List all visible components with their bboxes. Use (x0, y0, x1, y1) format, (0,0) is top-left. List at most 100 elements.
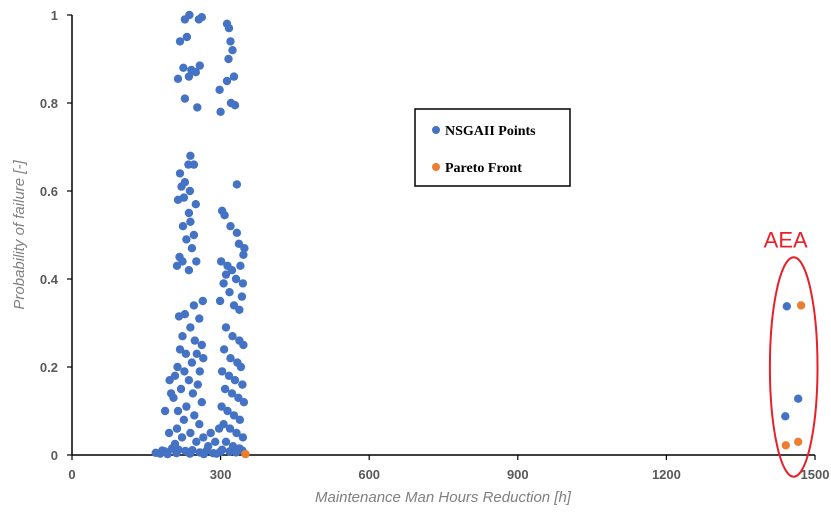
nsgaii-point (188, 389, 198, 398)
nsgaii-point (215, 296, 225, 306)
series-layer (151, 10, 806, 459)
y-tick-label: 0.6 (40, 184, 58, 199)
nsgaii-point (195, 420, 204, 429)
nsgaii-point (226, 37, 235, 46)
nsgaii-point (184, 208, 194, 218)
nsgaii-point (193, 380, 202, 389)
nsgaii-point (225, 288, 234, 297)
nsgaii-point (182, 32, 192, 42)
nsgaii-point (221, 270, 231, 279)
nsgaii-point (230, 101, 240, 110)
pareto-point (241, 449, 250, 459)
nsgaii-point (226, 354, 235, 363)
nsgaii-point (184, 266, 194, 275)
aea-annotation: AEA (764, 227, 819, 478)
pareto-point (781, 441, 790, 450)
nsgaii-point (178, 332, 187, 341)
series-pareto (241, 301, 806, 459)
nsgaii-point (186, 323, 195, 332)
legend-box (414, 108, 571, 187)
nsgaii-point (180, 94, 190, 103)
nsgaii-point (163, 449, 172, 459)
nsgaii-point (175, 345, 185, 354)
y-axis-title: Probability of failure [-] (11, 160, 28, 310)
nsgaii-point (185, 186, 195, 196)
nsgaii-point (199, 354, 208, 363)
nsgaii-point (182, 235, 191, 244)
nsgaii-point (232, 228, 242, 237)
pareto-point (796, 301, 806, 310)
y-tick-label: 0.8 (40, 96, 58, 111)
nsgaii-point (184, 376, 194, 385)
nsgaii-point (192, 349, 201, 358)
nsgaii-point (166, 389, 176, 398)
nsgaii-point (228, 46, 237, 55)
nsgaii-point (185, 10, 194, 20)
nsgaii-point (175, 37, 185, 46)
nsgaii-point (187, 244, 197, 253)
nsgaii-point (239, 340, 248, 350)
nsgaii-point (172, 261, 182, 270)
nsgaii-point (184, 72, 194, 81)
nsgaii-point (229, 72, 239, 81)
nsgaii-point (174, 312, 184, 321)
nsgaii-point (191, 68, 200, 77)
nsgaii-point (192, 437, 201, 446)
nsgaii-point (224, 24, 234, 33)
nsgaii-point (224, 54, 233, 64)
nsgaii-point (214, 424, 224, 433)
x-tick-label: 1500 (801, 467, 830, 482)
nsgaii-point (219, 279, 228, 288)
nsgaii-point (195, 61, 204, 70)
nsgaii-point (211, 437, 220, 446)
nsgaii-point (186, 151, 195, 160)
nsgaii-point (189, 160, 199, 169)
nsgaii-point (215, 85, 224, 95)
nsgaii-point (190, 336, 199, 345)
nsgaii-point (238, 433, 248, 442)
nsgaii-point (187, 358, 197, 367)
plot-area: 0 0.2 0.4 0.6 0.8 1 0 300 600 900 1200 1500 AEA (40, 8, 830, 482)
nsgaii-point (198, 296, 207, 306)
nsgaii-point (172, 424, 182, 433)
legend-marker-nsgaii (432, 126, 440, 134)
nsgaii-point (192, 257, 201, 266)
nsgaii-point (180, 367, 189, 376)
nsgaii-point (227, 389, 237, 398)
legend-marker-pareto (432, 163, 440, 171)
y-axis: 0 0.2 0.4 0.6 0.8 1 (40, 8, 73, 463)
y-tick-label: 1 (51, 8, 58, 23)
nsgaii-point (221, 323, 231, 332)
nsgaii-point (221, 437, 231, 446)
nsgaii-point (217, 367, 227, 376)
nsgaii-point (222, 76, 232, 86)
nsgaii-point (224, 371, 234, 380)
nsgaii-point (189, 301, 199, 310)
nsgaii-point (229, 411, 239, 420)
nsgaii-point (186, 217, 195, 226)
nsgaii-point (217, 445, 227, 454)
nsgaii-point (197, 398, 206, 407)
nsgaii-point (228, 332, 237, 341)
nsgaii-point (185, 449, 195, 458)
series-nsgaii (151, 10, 803, 459)
nsgaii-point (230, 376, 240, 385)
nsgaii-point (235, 305, 244, 314)
y-tick-label: 0.2 (40, 360, 58, 375)
nsgaii-point (238, 380, 247, 389)
x-tick-label: 300 (210, 467, 232, 482)
nsgaii-point (236, 362, 246, 372)
y-tick-labels: 0 0.2 0.4 0.6 0.8 1 (40, 8, 72, 463)
pareto-point (794, 437, 803, 446)
nsgaii-point (173, 195, 183, 204)
nsgaii-point (235, 415, 245, 424)
x-tick-label: 600 (358, 467, 380, 482)
y-tick-label: 0.4 (40, 272, 59, 287)
x-tick-label: 1200 (652, 467, 681, 482)
nsgaii-point (181, 349, 191, 358)
nsgaii-point (190, 411, 199, 420)
nsgaii-point (176, 384, 186, 394)
x-axis-title: Maintenance Man Hours Reduction [h] (315, 489, 572, 506)
nsgaii-point (220, 211, 229, 220)
nsgaii-point (220, 384, 230, 394)
